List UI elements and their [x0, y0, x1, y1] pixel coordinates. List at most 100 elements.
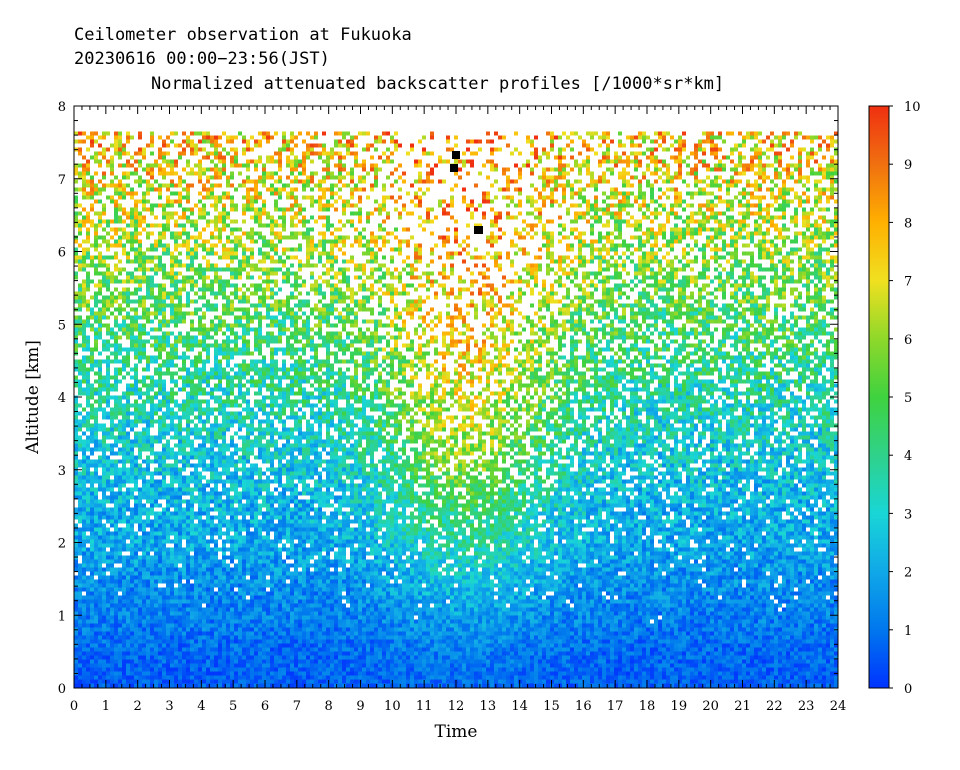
- heatmap-cell: [638, 271, 642, 276]
- heatmap-cell: [326, 227, 330, 232]
- heatmap-cell: [302, 215, 306, 220]
- heatmap-cell: [138, 135, 142, 140]
- heatmap-cell: [150, 287, 154, 292]
- heatmap-cell: [278, 311, 282, 316]
- heatmap-cell: [598, 247, 602, 252]
- heatmap-cell: [442, 287, 446, 292]
- heatmap-cell: [822, 271, 826, 276]
- heatmap-cell: [602, 139, 606, 144]
- heatmap-cell: [194, 299, 198, 304]
- heatmap-cell: [630, 251, 634, 256]
- heatmap-cell: [282, 139, 286, 144]
- heatmap-cell: [338, 311, 342, 316]
- heatmap-cell: [594, 327, 598, 332]
- heatmap-cell: [534, 199, 538, 204]
- heatmap-cell: [194, 239, 198, 244]
- heatmap-cell: [390, 151, 394, 156]
- heatmap-cell: [342, 291, 346, 296]
- heatmap-cell: [294, 283, 298, 288]
- heatmap-cell: [246, 255, 250, 260]
- heatmap-cell: [574, 235, 578, 240]
- heatmap-cell: [82, 247, 86, 252]
- heatmap-cell: [494, 239, 498, 244]
- heatmap-cell: [446, 203, 450, 208]
- heatmap-cell: [654, 283, 658, 288]
- heatmap-cell: [714, 179, 718, 184]
- heatmap-cell: [306, 319, 310, 324]
- heatmap-cell: [402, 203, 406, 208]
- heatmap-cell: [750, 291, 754, 296]
- heatmap-cell: [634, 151, 638, 156]
- heatmap-cell: [86, 167, 90, 172]
- heatmap-cell: [402, 287, 406, 292]
- heatmap-cell: [686, 295, 690, 300]
- heatmap-cell: [430, 231, 434, 236]
- heatmap-cell: [546, 303, 550, 308]
- heatmap-cell: [658, 175, 662, 180]
- heatmap-cell: [310, 175, 314, 180]
- heatmap-cell: [774, 175, 778, 180]
- heatmap-cell: [338, 159, 342, 164]
- heatmap-cell: [666, 299, 670, 304]
- heatmap-cell: [810, 139, 814, 144]
- heatmap-cell: [818, 299, 822, 304]
- heatmap-cell: [74, 275, 78, 280]
- heatmap-cell: [406, 211, 410, 216]
- heatmap-cell: [126, 275, 130, 280]
- heatmap-cell: [786, 191, 790, 196]
- heatmap-cell: [246, 307, 250, 312]
- heatmap-cell: [286, 267, 290, 272]
- heatmap-cell: [386, 211, 390, 216]
- heatmap-cell: [290, 263, 294, 268]
- heatmap-cell: [358, 211, 362, 216]
- heatmap-cell: [282, 275, 286, 280]
- heatmap-cell: [558, 275, 562, 280]
- heatmap-cell: [654, 287, 658, 292]
- heatmap-cell: [382, 255, 386, 260]
- heatmap-cell: [190, 171, 194, 176]
- heatmap-cell: [718, 271, 722, 276]
- heatmap-cell: [706, 243, 710, 248]
- heatmap-cell: [458, 167, 462, 172]
- heatmap-cell: [126, 291, 130, 296]
- heatmap-cell: [766, 215, 770, 220]
- heatmap-cell: [558, 151, 562, 156]
- heatmap-cell: [118, 131, 122, 136]
- heatmap-cell: [250, 135, 254, 140]
- heatmap-cell: [566, 311, 570, 316]
- heatmap-cell: [462, 195, 466, 200]
- heatmap-cell: [222, 147, 226, 152]
- heatmap-cell: [318, 331, 322, 336]
- heatmap-cell: [238, 171, 242, 176]
- heatmap-cell: [714, 231, 718, 236]
- heatmap-cell: [534, 263, 538, 268]
- heatmap-cell: [618, 243, 622, 248]
- heatmap-cell: [218, 291, 222, 296]
- heatmap-cell: [494, 287, 498, 292]
- heatmap-cell: [82, 187, 86, 192]
- heatmap-cell: [374, 323, 378, 328]
- heatmap-cell: [558, 223, 562, 228]
- heatmap-cell: [98, 151, 102, 156]
- heatmap-cell: [758, 131, 762, 136]
- heatmap-cell: [498, 251, 502, 256]
- heatmap-cell: [770, 179, 774, 184]
- heatmap-cell: [730, 151, 734, 156]
- heatmap-cell: [362, 159, 366, 164]
- heatmap-cell: [790, 175, 794, 180]
- heatmap-cell: [302, 163, 306, 168]
- heatmap-cell: [414, 303, 418, 308]
- heatmap-cell: [150, 231, 154, 236]
- heatmap-cell: [126, 259, 130, 264]
- heatmap-cell: [190, 319, 194, 324]
- heatmap-cell: [230, 327, 234, 332]
- heatmap-cell: [698, 191, 702, 196]
- heatmap-cell: [362, 319, 366, 324]
- heatmap-cell: [274, 131, 278, 136]
- heatmap-cell: [274, 151, 278, 156]
- heatmap-cell: [390, 259, 394, 264]
- heatmap-cell: [234, 207, 238, 212]
- heatmap-cell: [478, 291, 482, 296]
- heatmap-cell: [326, 315, 330, 320]
- heatmap-cell: [478, 271, 482, 276]
